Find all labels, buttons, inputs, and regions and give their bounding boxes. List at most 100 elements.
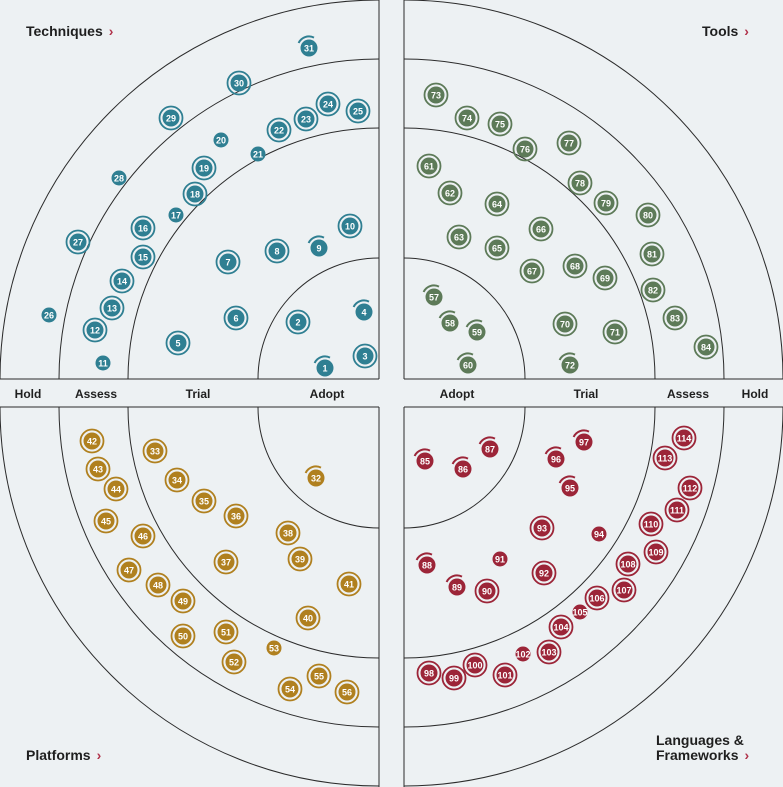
blip-25[interactable]: 25 (345, 98, 371, 124)
blip-103[interactable]: 103 (536, 639, 562, 665)
blip-29[interactable]: 29 (158, 105, 184, 131)
blip-41[interactable]: 41 (336, 571, 362, 597)
blip-39[interactable]: 39 (287, 546, 313, 572)
blip-95[interactable]: 95 (558, 475, 579, 497)
blip-32[interactable]: 32 (304, 465, 325, 487)
quadrant-link-platforms[interactable]: Platforms › (26, 748, 101, 763)
blip-110[interactable]: 110 (638, 511, 664, 537)
blip-93[interactable]: 93 (529, 515, 555, 541)
blip-19[interactable]: 19 (191, 155, 217, 181)
blip-101[interactable]: 101 (492, 662, 518, 688)
blip-37[interactable]: 37 (213, 549, 239, 575)
blip-78[interactable]: 78 (567, 170, 593, 196)
blip-83[interactable]: 83 (662, 305, 688, 331)
blip-21[interactable]: 21 (250, 146, 266, 162)
blip-11[interactable]: 11 (95, 355, 111, 371)
quadrant-link-languages-frameworks[interactable]: Languages & Frameworks › (656, 733, 749, 763)
blip-45[interactable]: 45 (93, 508, 119, 534)
blip-102[interactable]: 102 (515, 646, 531, 662)
blip-59[interactable]: 59 (465, 319, 486, 341)
blip-20[interactable]: 20 (213, 132, 229, 148)
blip-97[interactable]: 97 (572, 429, 593, 451)
blip-33[interactable]: 33 (142, 438, 168, 464)
blip-16[interactable]: 16 (130, 215, 156, 241)
blip-62[interactable]: 62 (437, 180, 463, 206)
blip-22[interactable]: 22 (266, 117, 292, 143)
blip-67[interactable]: 67 (519, 258, 545, 284)
blip-55[interactable]: 55 (306, 663, 332, 689)
blip-42[interactable]: 42 (79, 428, 105, 454)
blip-44[interactable]: 44 (103, 476, 129, 502)
blip-109[interactable]: 109 (643, 539, 669, 565)
blip-107[interactable]: 107 (611, 577, 637, 603)
blip-106[interactable]: 106 (584, 585, 610, 611)
quadrant-link-tools[interactable]: Tools › (702, 24, 749, 39)
blip-1[interactable]: 1 (313, 355, 334, 377)
blip-66[interactable]: 66 (528, 216, 554, 242)
blip-87[interactable]: 87 (478, 436, 499, 458)
blip-15[interactable]: 15 (130, 244, 156, 270)
blip-31[interactable]: 31 (297, 35, 318, 57)
blip-82[interactable]: 82 (640, 277, 666, 303)
blip-84[interactable]: 84 (693, 334, 719, 360)
blip-88[interactable]: 88 (415, 552, 436, 574)
blip-64[interactable]: 64 (484, 191, 510, 217)
blip-27[interactable]: 27 (65, 229, 91, 255)
blip-104[interactable]: 104 (548, 614, 574, 640)
blip-114[interactable]: 114 (671, 425, 697, 451)
blip-96[interactable]: 96 (544, 446, 565, 468)
blip-17[interactable]: 17 (168, 207, 184, 223)
blip-112[interactable]: 112 (677, 475, 703, 501)
blip-92[interactable]: 92 (531, 560, 557, 586)
blip-108[interactable]: 108 (615, 551, 641, 577)
blip-24[interactable]: 24 (315, 91, 341, 117)
blip-91[interactable]: 91 (492, 551, 508, 567)
blip-34[interactable]: 34 (164, 467, 190, 493)
blip-47[interactable]: 47 (116, 557, 142, 583)
blip-30[interactable]: 30 (226, 70, 252, 96)
blip-51[interactable]: 51 (213, 619, 239, 645)
blip-94[interactable]: 94 (591, 526, 607, 542)
blip-43[interactable]: 43 (85, 456, 111, 482)
blip-46[interactable]: 46 (130, 523, 156, 549)
blip-65[interactable]: 65 (484, 235, 510, 261)
blip-3[interactable]: 3 (352, 343, 378, 369)
blip-50[interactable]: 50 (170, 623, 196, 649)
blip-28[interactable]: 28 (111, 170, 127, 186)
blip-13[interactable]: 13 (99, 295, 125, 321)
blip-2[interactable]: 2 (285, 309, 311, 335)
blip-68[interactable]: 68 (562, 253, 588, 279)
blip-76[interactable]: 76 (512, 136, 538, 162)
blip-72[interactable]: 72 (558, 352, 579, 374)
blip-52[interactable]: 52 (221, 649, 247, 675)
blip-111[interactable]: 111 (664, 497, 690, 523)
blip-6[interactable]: 6 (223, 305, 249, 331)
blip-70[interactable]: 70 (552, 311, 578, 337)
blip-14[interactable]: 14 (109, 268, 135, 294)
blip-81[interactable]: 81 (639, 241, 665, 267)
blip-26[interactable]: 26 (41, 307, 57, 323)
blip-48[interactable]: 48 (145, 572, 171, 598)
blip-12[interactable]: 12 (82, 317, 108, 343)
blip-79[interactable]: 79 (593, 190, 619, 216)
blip-98[interactable]: 98 (416, 660, 442, 686)
blip-63[interactable]: 63 (446, 224, 472, 250)
blip-99[interactable]: 99 (441, 665, 467, 691)
blip-23[interactable]: 23 (293, 106, 319, 132)
quadrant-link-techniques[interactable]: Techniques › (26, 24, 113, 39)
blip-89[interactable]: 89 (445, 574, 466, 596)
blip-4[interactable]: 4 (352, 299, 373, 321)
blip-54[interactable]: 54 (277, 676, 303, 702)
blip-80[interactable]: 80 (635, 202, 661, 228)
blip-9[interactable]: 9 (307, 235, 328, 257)
blip-86[interactable]: 86 (451, 456, 472, 478)
blip-35[interactable]: 35 (191, 488, 217, 514)
blip-58[interactable]: 58 (438, 310, 459, 332)
blip-90[interactable]: 90 (474, 578, 500, 604)
blip-53[interactable]: 53 (266, 640, 282, 656)
blip-74[interactable]: 74 (454, 105, 480, 131)
blip-49[interactable]: 49 (170, 588, 196, 614)
blip-7[interactable]: 7 (215, 249, 241, 275)
blip-36[interactable]: 36 (223, 503, 249, 529)
blip-40[interactable]: 40 (295, 605, 321, 631)
